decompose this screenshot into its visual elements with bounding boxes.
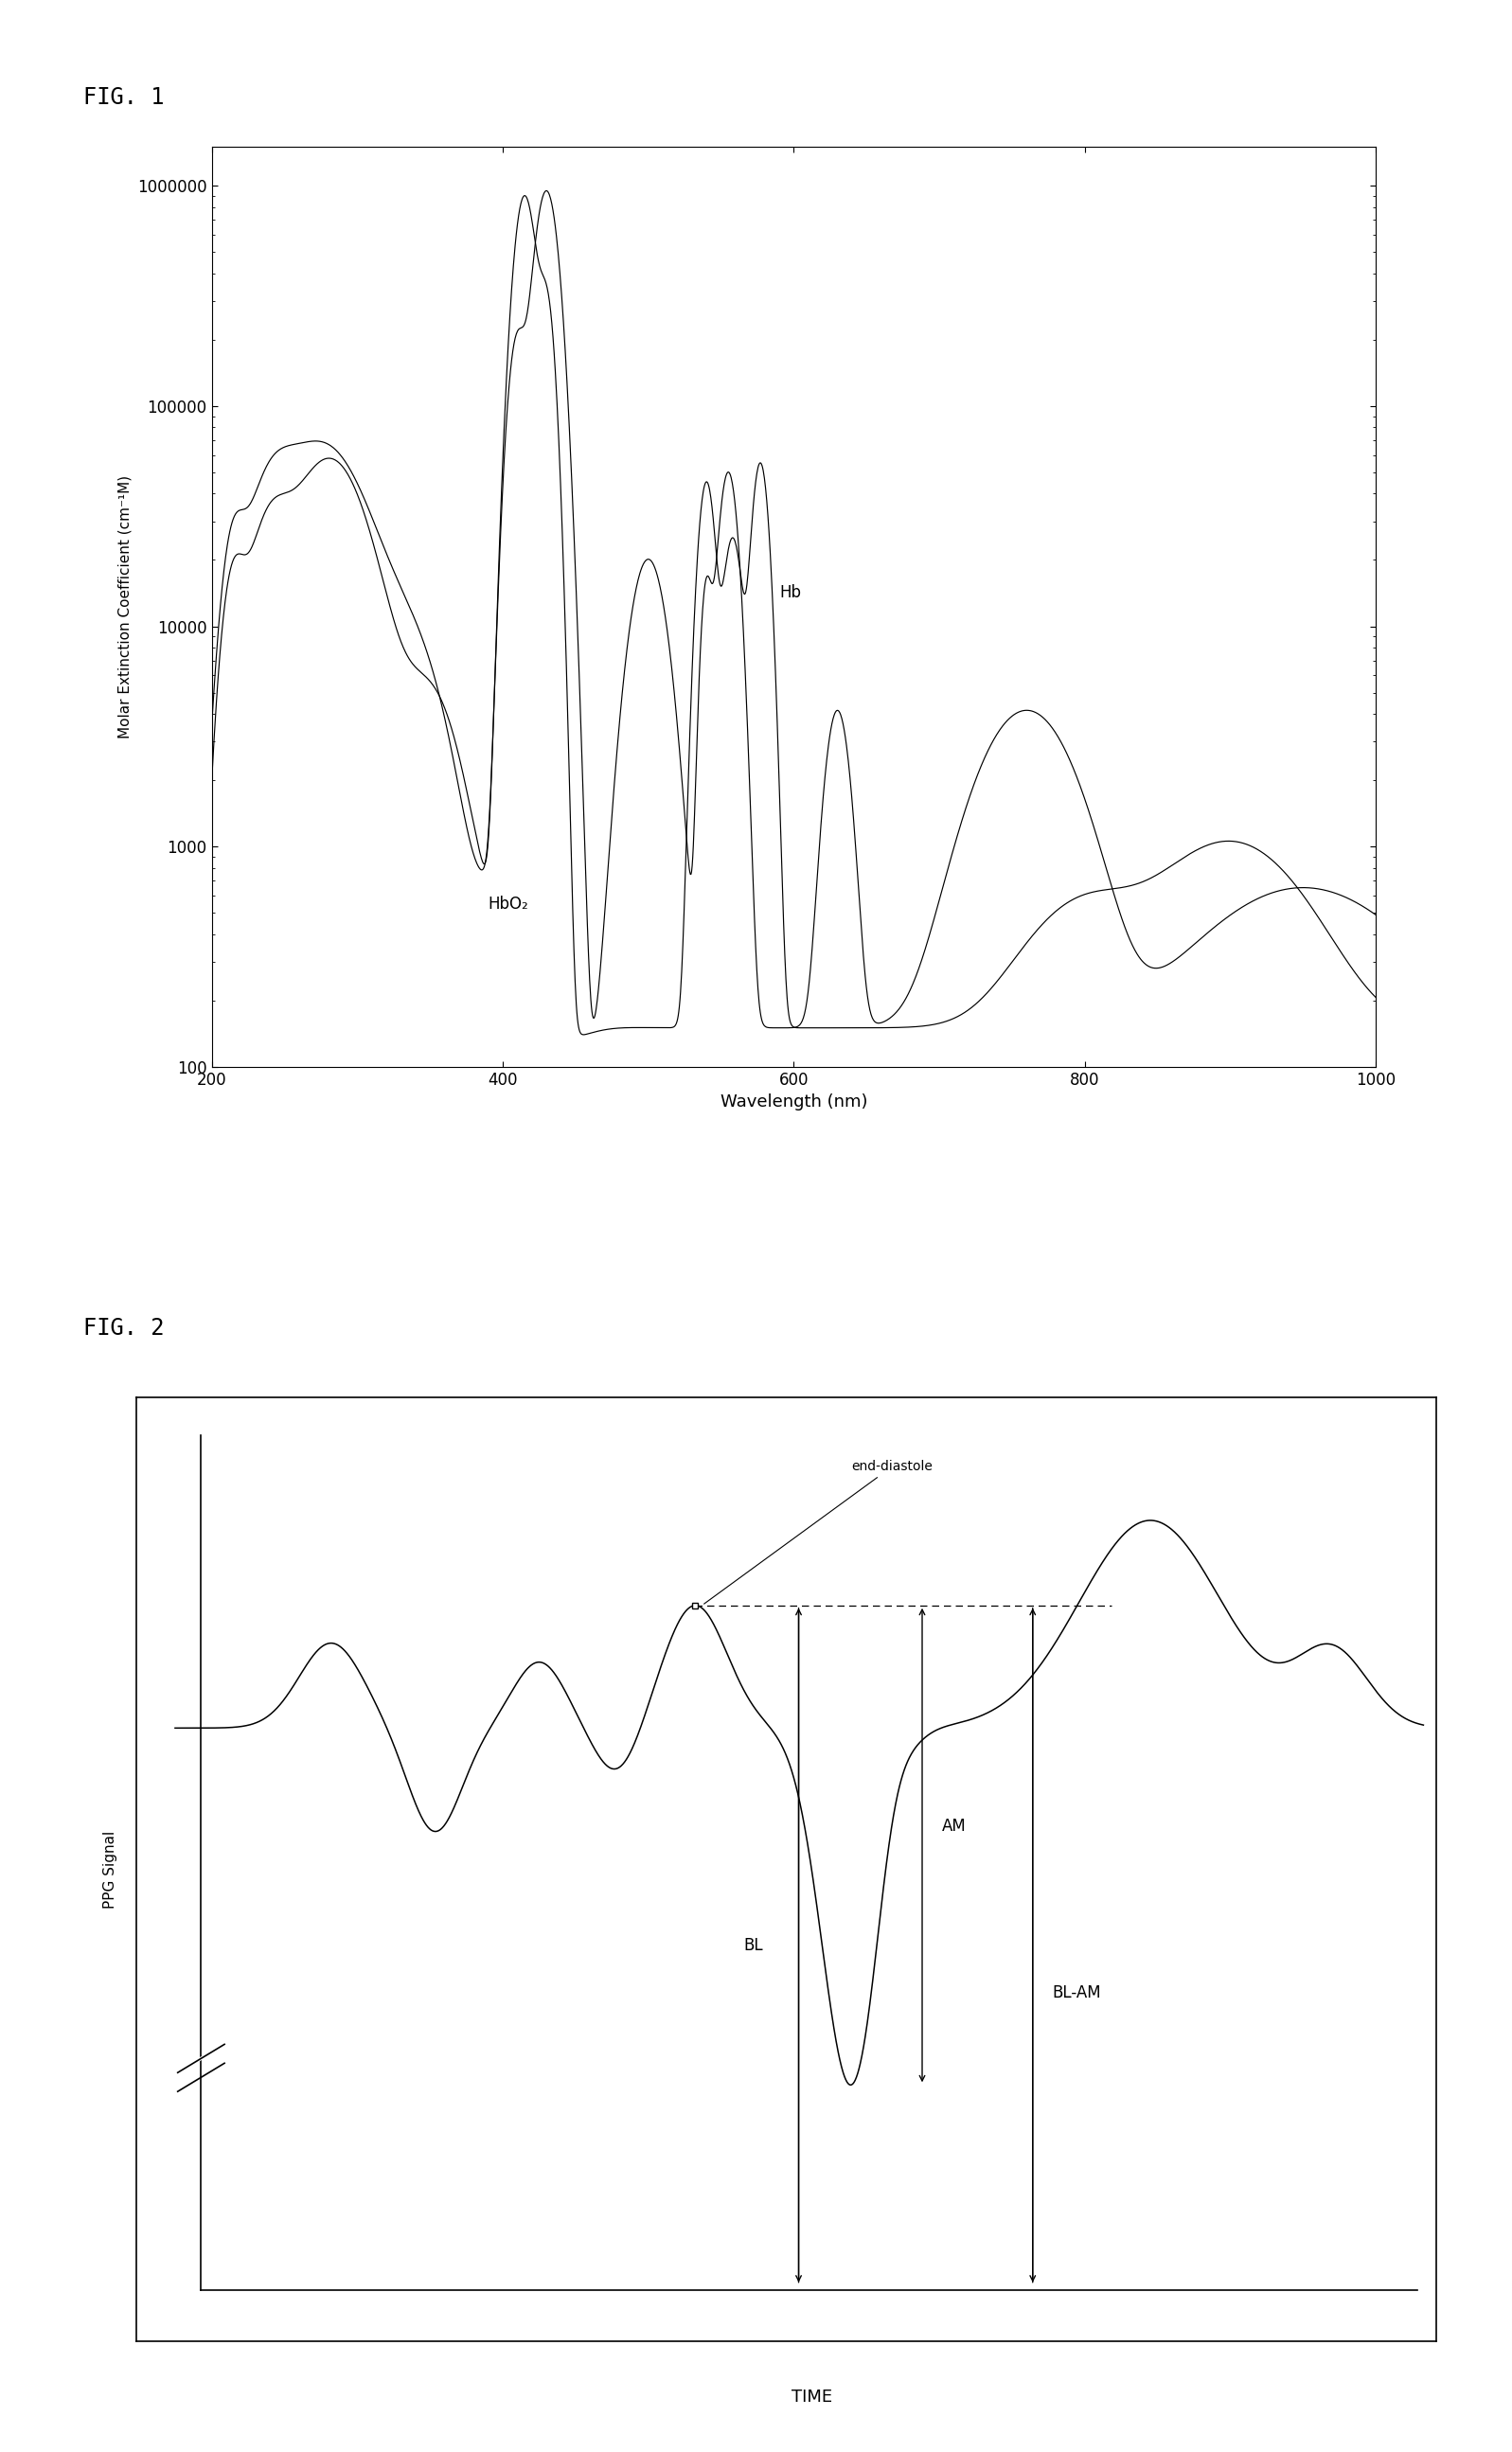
- Text: Hb: Hb: [779, 584, 801, 601]
- Text: BL-AM: BL-AM: [1052, 1984, 1101, 2001]
- Text: PPG Signal: PPG Signal: [103, 1832, 116, 1908]
- Text: HbO₂: HbO₂: [488, 895, 529, 912]
- Text: BL: BL: [744, 1937, 764, 1954]
- Text: FIG. 1: FIG. 1: [83, 86, 165, 108]
- X-axis label: Wavelength (nm): Wavelength (nm): [720, 1094, 868, 1111]
- Text: end-diastole: end-diastole: [705, 1459, 933, 1604]
- Text: FIG. 2: FIG. 2: [83, 1317, 165, 1339]
- Text: AM: AM: [942, 1817, 966, 1834]
- Y-axis label: Molar Extinction Coefficient (cm⁻¹M): Molar Extinction Coefficient (cm⁻¹M): [118, 476, 132, 738]
- Text: TIME: TIME: [792, 2388, 833, 2405]
